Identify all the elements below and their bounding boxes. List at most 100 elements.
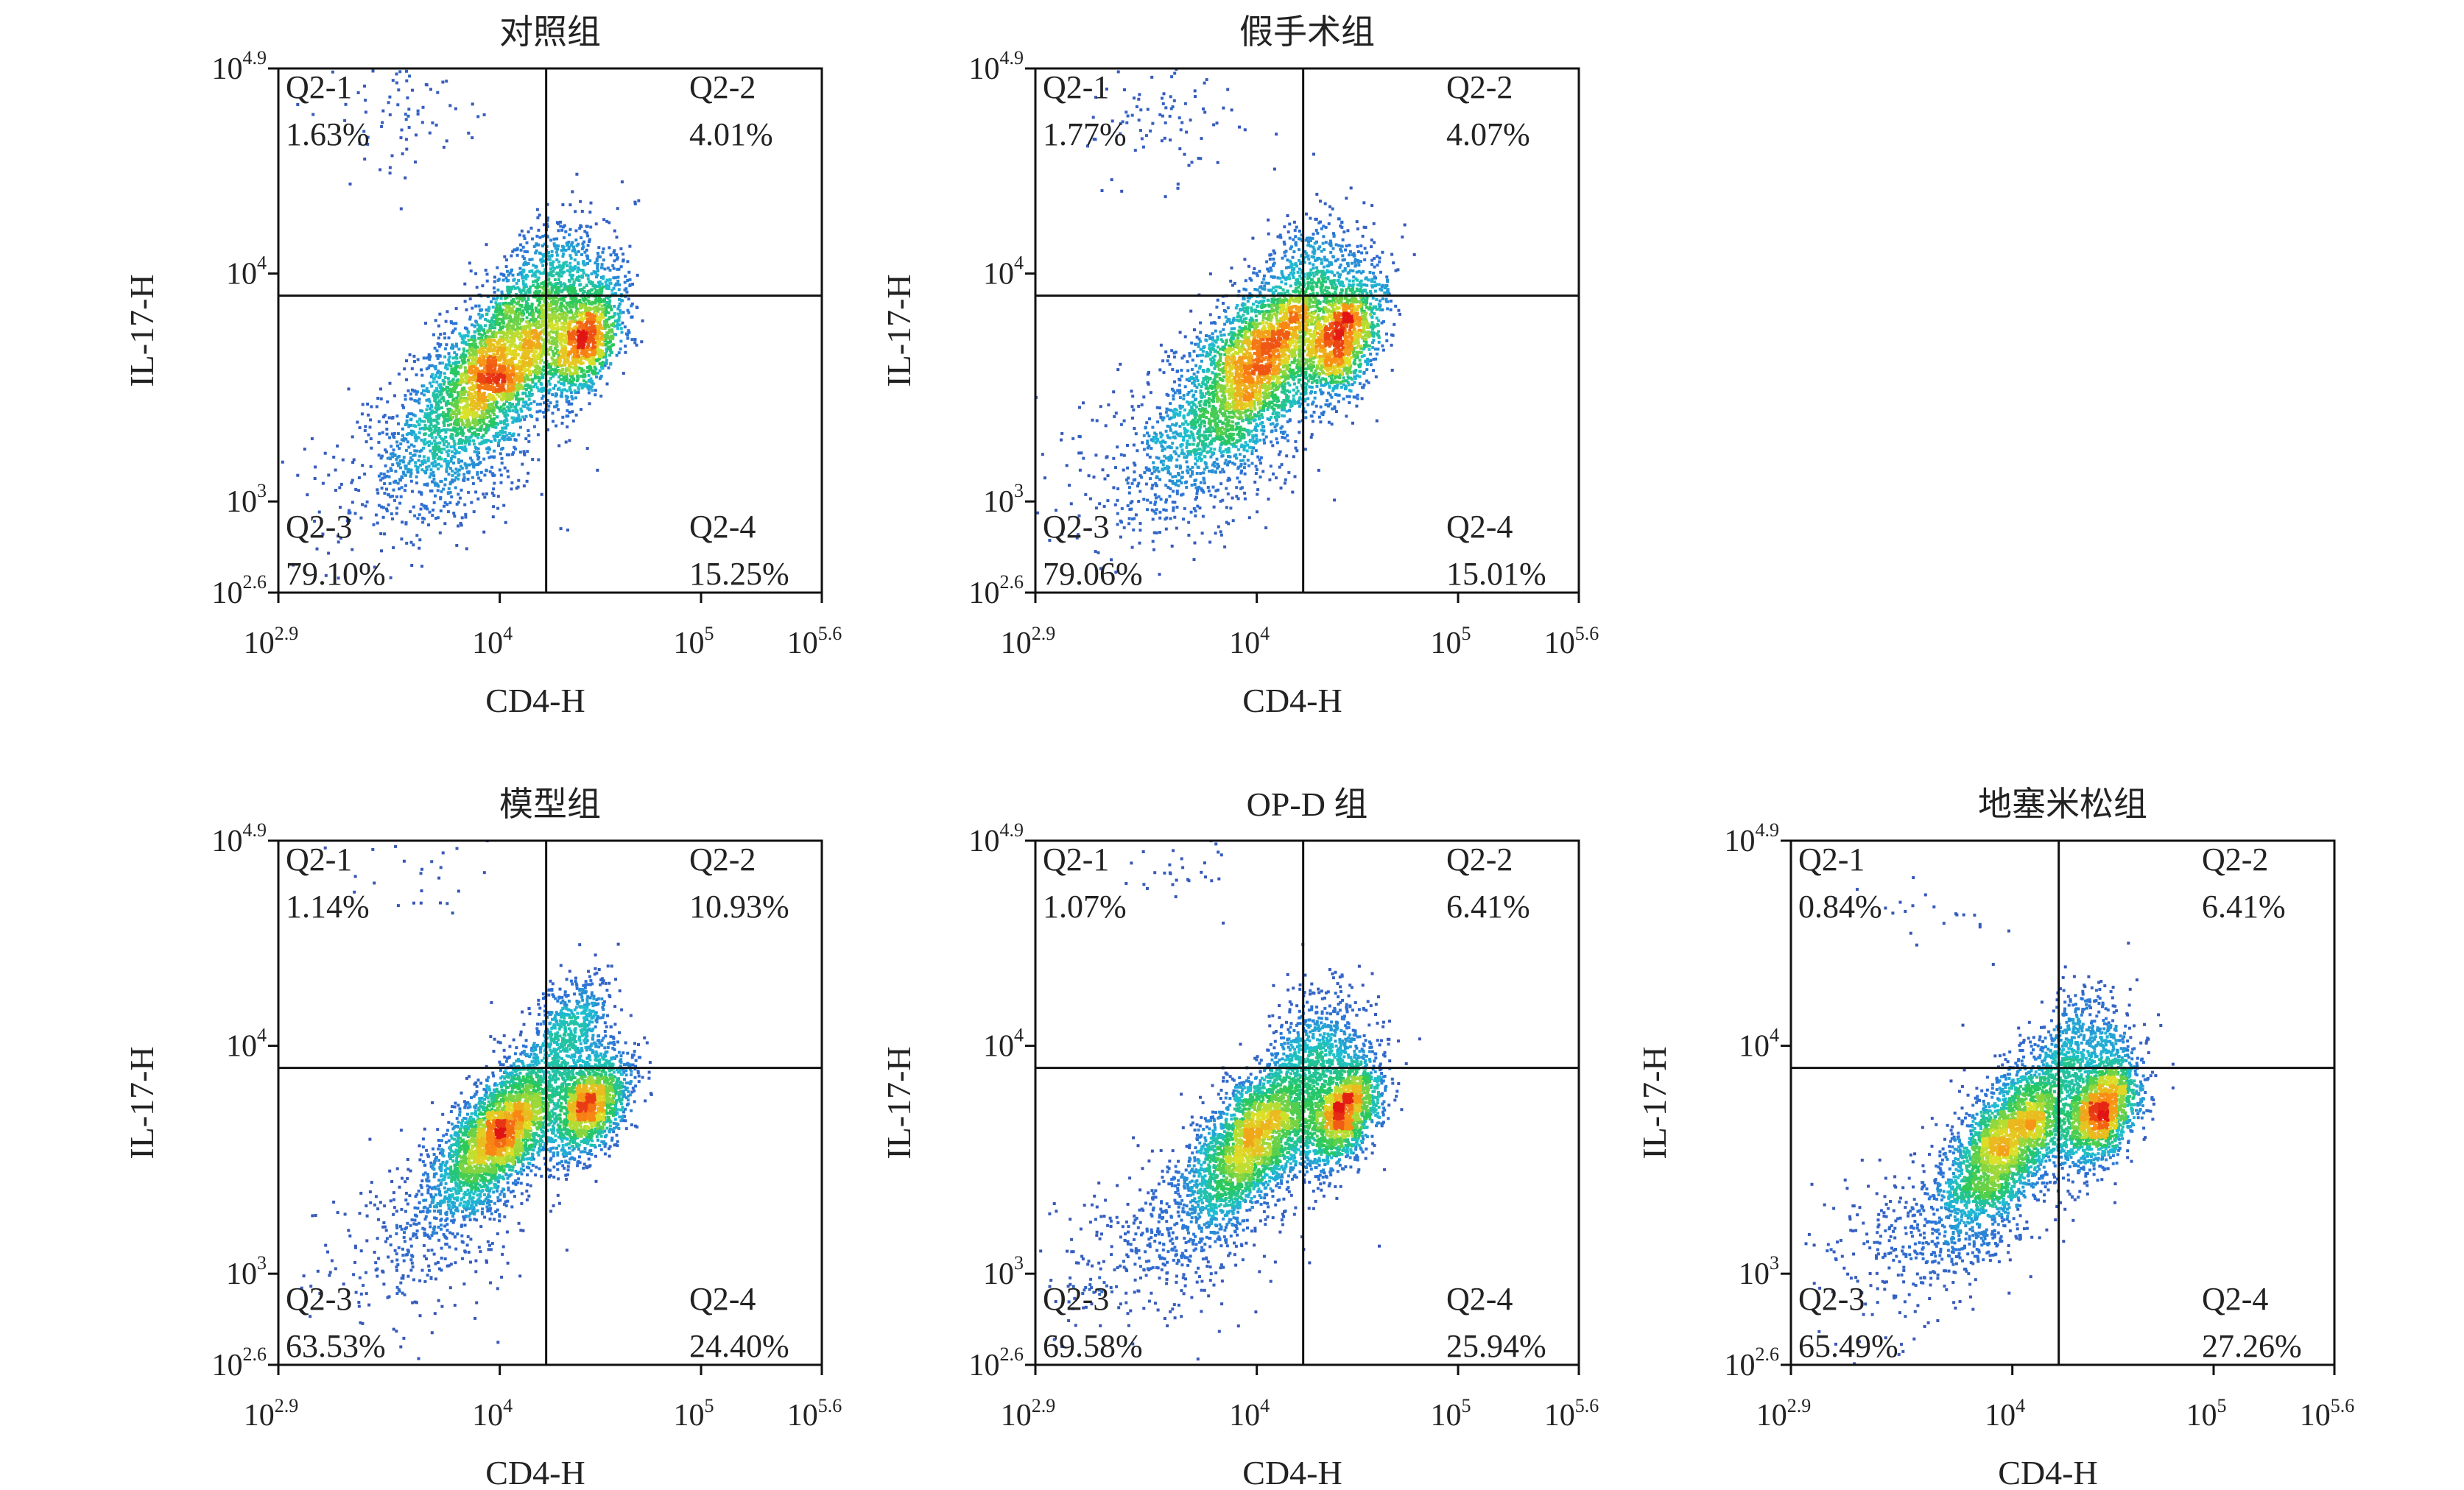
event-dot [616, 207, 619, 211]
event-dot [534, 364, 538, 368]
event-dot [564, 375, 567, 379]
event-dot [547, 404, 551, 408]
event-dot [476, 359, 480, 363]
event-dot [524, 306, 527, 310]
event-dot [428, 440, 432, 444]
event-dot [561, 334, 565, 338]
event-dot [499, 409, 502, 413]
event-dot [585, 231, 589, 235]
event-dot [537, 458, 541, 462]
event-dot [471, 462, 474, 466]
event-dot [566, 333, 569, 336]
event-dot [563, 327, 566, 331]
event-dot [596, 347, 600, 350]
event-dot [418, 450, 422, 453]
event-dot [296, 473, 300, 477]
event-dot [454, 386, 457, 390]
event-dot [479, 428, 482, 432]
event-dot [569, 337, 573, 341]
event-dot [446, 460, 449, 463]
event-dot [518, 308, 522, 311]
event-dot [559, 220, 562, 224]
event-dot [485, 423, 489, 427]
event-dot [560, 325, 563, 329]
event-dot [474, 350, 478, 354]
event-dot [567, 247, 571, 251]
event-dot [457, 347, 461, 351]
event-dot [475, 411, 479, 414]
event-dot [428, 434, 432, 437]
event-dot [488, 320, 492, 324]
event-dot [542, 291, 546, 294]
event-dot [601, 250, 605, 254]
event-dot [526, 383, 529, 386]
event-dot [420, 373, 424, 377]
event-dot [443, 332, 446, 336]
event-dot [493, 425, 496, 428]
event-dot [517, 433, 521, 437]
event-dot [447, 352, 451, 356]
event-dot [533, 355, 537, 359]
event-dot [477, 389, 481, 392]
event-dot [567, 245, 571, 249]
event-dot [570, 311, 573, 314]
event-dot [517, 365, 520, 369]
event-dot [429, 422, 433, 426]
event-dot [628, 244, 632, 248]
event-dot [473, 325, 476, 328]
event-dot [548, 292, 552, 295]
event-dot [435, 354, 439, 358]
event-dot [532, 280, 535, 283]
event-dot [512, 305, 515, 308]
event-dot [481, 363, 485, 367]
event-dot [596, 310, 599, 314]
event-dot [406, 470, 409, 474]
event-dot [590, 272, 594, 275]
event-dot [451, 479, 454, 481]
event-dot [430, 489, 434, 492]
event-dot [414, 160, 417, 164]
event-dot [543, 341, 546, 345]
event-dot [430, 384, 434, 388]
event-dot [505, 400, 508, 403]
event-dot [527, 471, 530, 475]
event-dot [356, 91, 360, 94]
event-dot [535, 339, 539, 342]
event-dot [415, 481, 418, 485]
event-dot [519, 311, 523, 315]
event-dot [486, 399, 490, 402]
event-dot [516, 315, 520, 319]
event-dot [460, 488, 463, 492]
event-dot [612, 266, 616, 270]
event-dot [466, 409, 470, 412]
event-dot [491, 409, 495, 412]
event-dot [623, 325, 627, 329]
event-dot [437, 457, 440, 461]
event-dot [606, 297, 610, 300]
event-dot [500, 353, 503, 357]
event-dot [381, 109, 385, 113]
event-dot [525, 262, 528, 266]
event-dot [497, 389, 501, 392]
event-dot [481, 398, 484, 402]
event-dot [583, 296, 587, 300]
event-dot [569, 333, 573, 337]
event-dot [543, 328, 546, 331]
event-dot [492, 505, 496, 509]
event-dot [560, 270, 564, 274]
event-dot [432, 501, 436, 504]
event-dot [597, 296, 601, 300]
event-dot [400, 438, 404, 442]
event-dot [468, 297, 472, 300]
event-dot [380, 549, 383, 553]
event-dot [566, 529, 569, 532]
event-dot [410, 458, 414, 462]
event-dot [457, 501, 460, 504]
event-dot [577, 278, 580, 282]
event-dot [521, 289, 524, 292]
event-dot [521, 270, 525, 274]
event-dot [363, 158, 367, 161]
event-dot [527, 429, 530, 432]
event-dot [401, 470, 405, 474]
event-dot [426, 412, 430, 415]
